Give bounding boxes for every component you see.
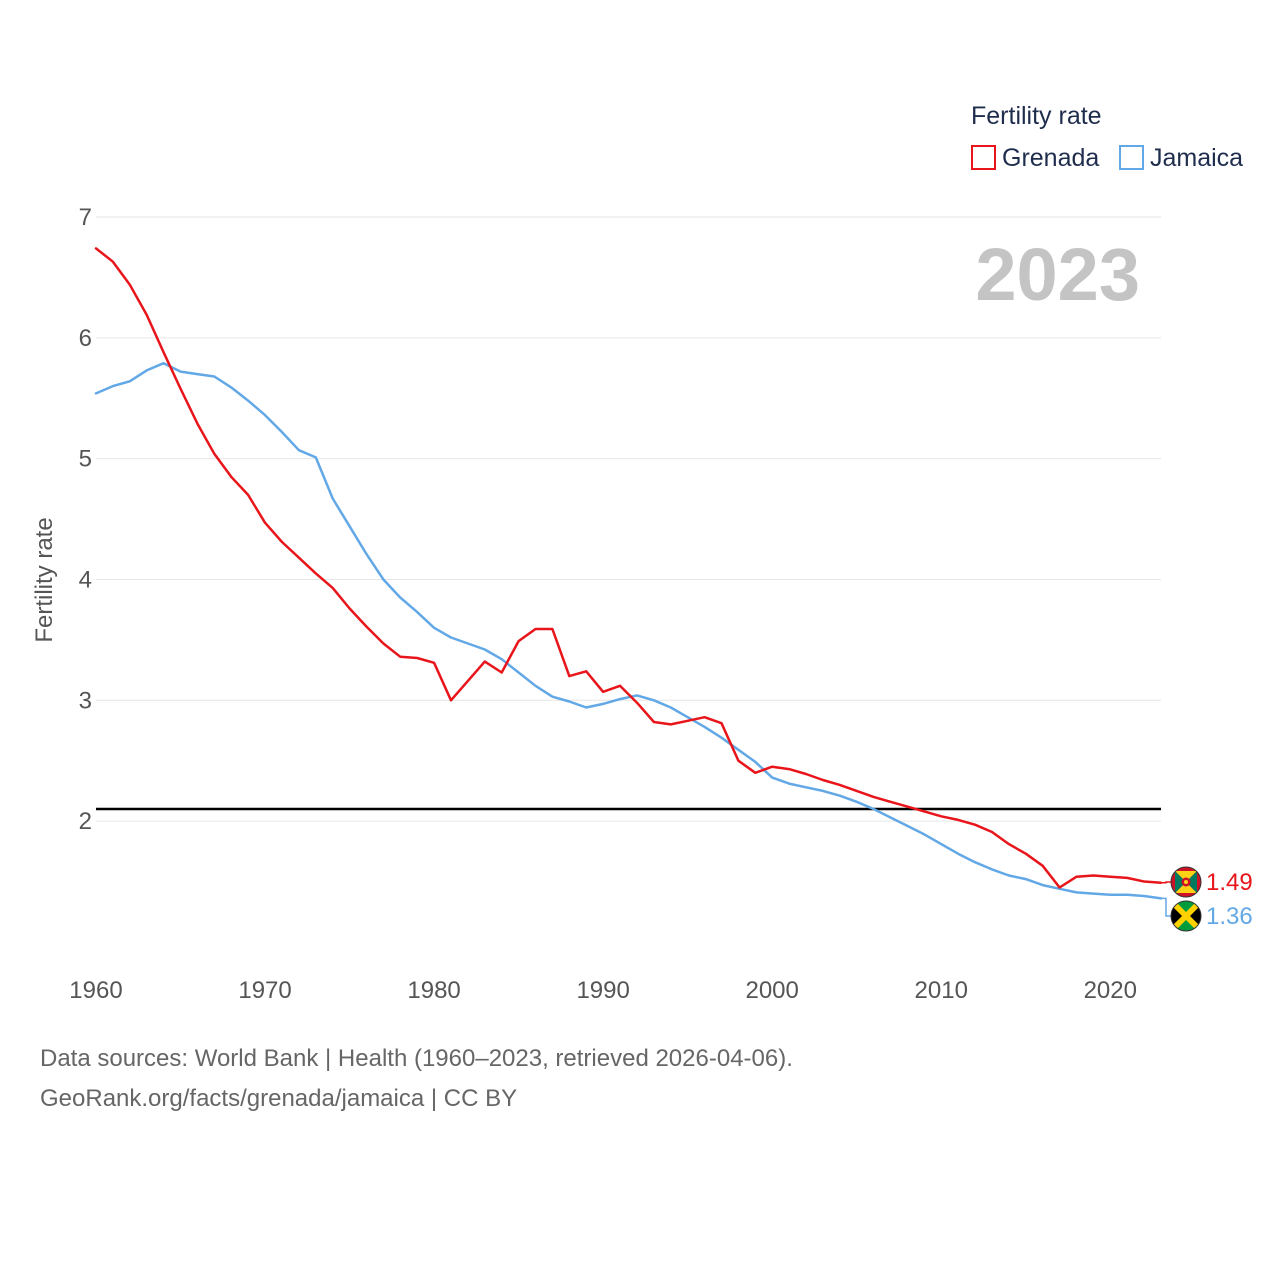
- legend-item-grenada[interactable]: Grenada: [971, 144, 1099, 172]
- y-tick-label-6: 6: [79, 325, 92, 352]
- legend[interactable]: Fertility rate Grenada Jamaica: [971, 102, 1243, 172]
- y-tick-label-3: 3: [79, 687, 92, 714]
- end-markers: 1.49 1.36: [1161, 866, 1253, 932]
- y-tick-label-5: 5: [79, 446, 92, 473]
- x-tick-label-1980: 1980: [407, 977, 460, 1004]
- year-watermark: 2023: [975, 233, 1140, 316]
- end-label-grenada: 1.49: [1206, 869, 1253, 896]
- y-tick-label-7: 7: [79, 204, 92, 231]
- jamaica-flag-shapes: [1171, 901, 1201, 931]
- series-line-jamaica: [94, 361, 1163, 900]
- legend-item-jamaica[interactable]: Jamaica: [1119, 144, 1243, 172]
- legend-swatch-jamaica: [1119, 145, 1144, 170]
- grenada-flag-shapes: [1171, 867, 1201, 897]
- jamaica-flag-black-right: [1190, 905, 1201, 927]
- jamaica-flag-icon: [1170, 900, 1202, 932]
- x-tick-label-1970: 1970: [238, 977, 291, 1004]
- gridlines: [96, 216, 1161, 822]
- jamaica-flag-green-bottom: [1175, 920, 1197, 931]
- y-axis-title: Fertility rate: [31, 517, 58, 642]
- series-line-grenada: [94, 247, 1163, 889]
- grenada-flag-green-left: [1175, 871, 1186, 893]
- end-connector-grenada: [1161, 881, 1173, 884]
- fertility-rate-chart: 2 3 4 5 6 7 1960 1970 1980 1990 2000 2010 2020 Fert…: [31, 102, 1253, 1004]
- grenada-flag-yellow-bottom: [1175, 882, 1197, 893]
- x-tick-label-1960: 1960: [69, 977, 122, 1004]
- grenada-flag-green-right: [1186, 871, 1197, 893]
- x-tick-label-1990: 1990: [576, 977, 629, 1004]
- y-axis-ticks: 2 3 4 5 6 7: [79, 204, 92, 835]
- grenada-flag-star: [1184, 880, 1188, 884]
- x-axis-ticks: 1960 1970 1980 1990 2000 2010 2020: [69, 977, 1137, 1004]
- grenada-flag-icon: [1170, 866, 1202, 898]
- source-note: Data sources: World Bank | Health (1960–…: [40, 1045, 793, 1072]
- jamaica-flag-black-left: [1171, 905, 1182, 927]
- y-tick-label-4: 4: [79, 566, 92, 593]
- grenada-flag-outline: [1170, 866, 1202, 898]
- end-connector-jamaica: [1161, 897, 1173, 917]
- x-tick-label-2010: 2010: [915, 977, 968, 1004]
- credit-note: GeoRank.org/facts/grenada/jamaica | CC B…: [40, 1085, 518, 1112]
- legend-label-jamaica: Jamaica: [1150, 144, 1243, 172]
- jamaica-flag-green-top: [1175, 901, 1197, 912]
- x-tick-label-2000: 2000: [745, 977, 798, 1004]
- legend-label-grenada: Grenada: [1002, 144, 1099, 172]
- legend-swatch-grenada: [971, 145, 996, 170]
- series-lines: [94, 247, 1163, 900]
- x-tick-label-2020: 2020: [1084, 977, 1137, 1004]
- end-label-jamaica: 1.36: [1206, 903, 1253, 930]
- grenada-flag-yellow-top: [1175, 871, 1197, 882]
- legend-title: Fertility rate: [971, 102, 1102, 130]
- jamaica-flag-outline: [1170, 900, 1202, 932]
- y-tick-label-2: 2: [79, 808, 92, 835]
